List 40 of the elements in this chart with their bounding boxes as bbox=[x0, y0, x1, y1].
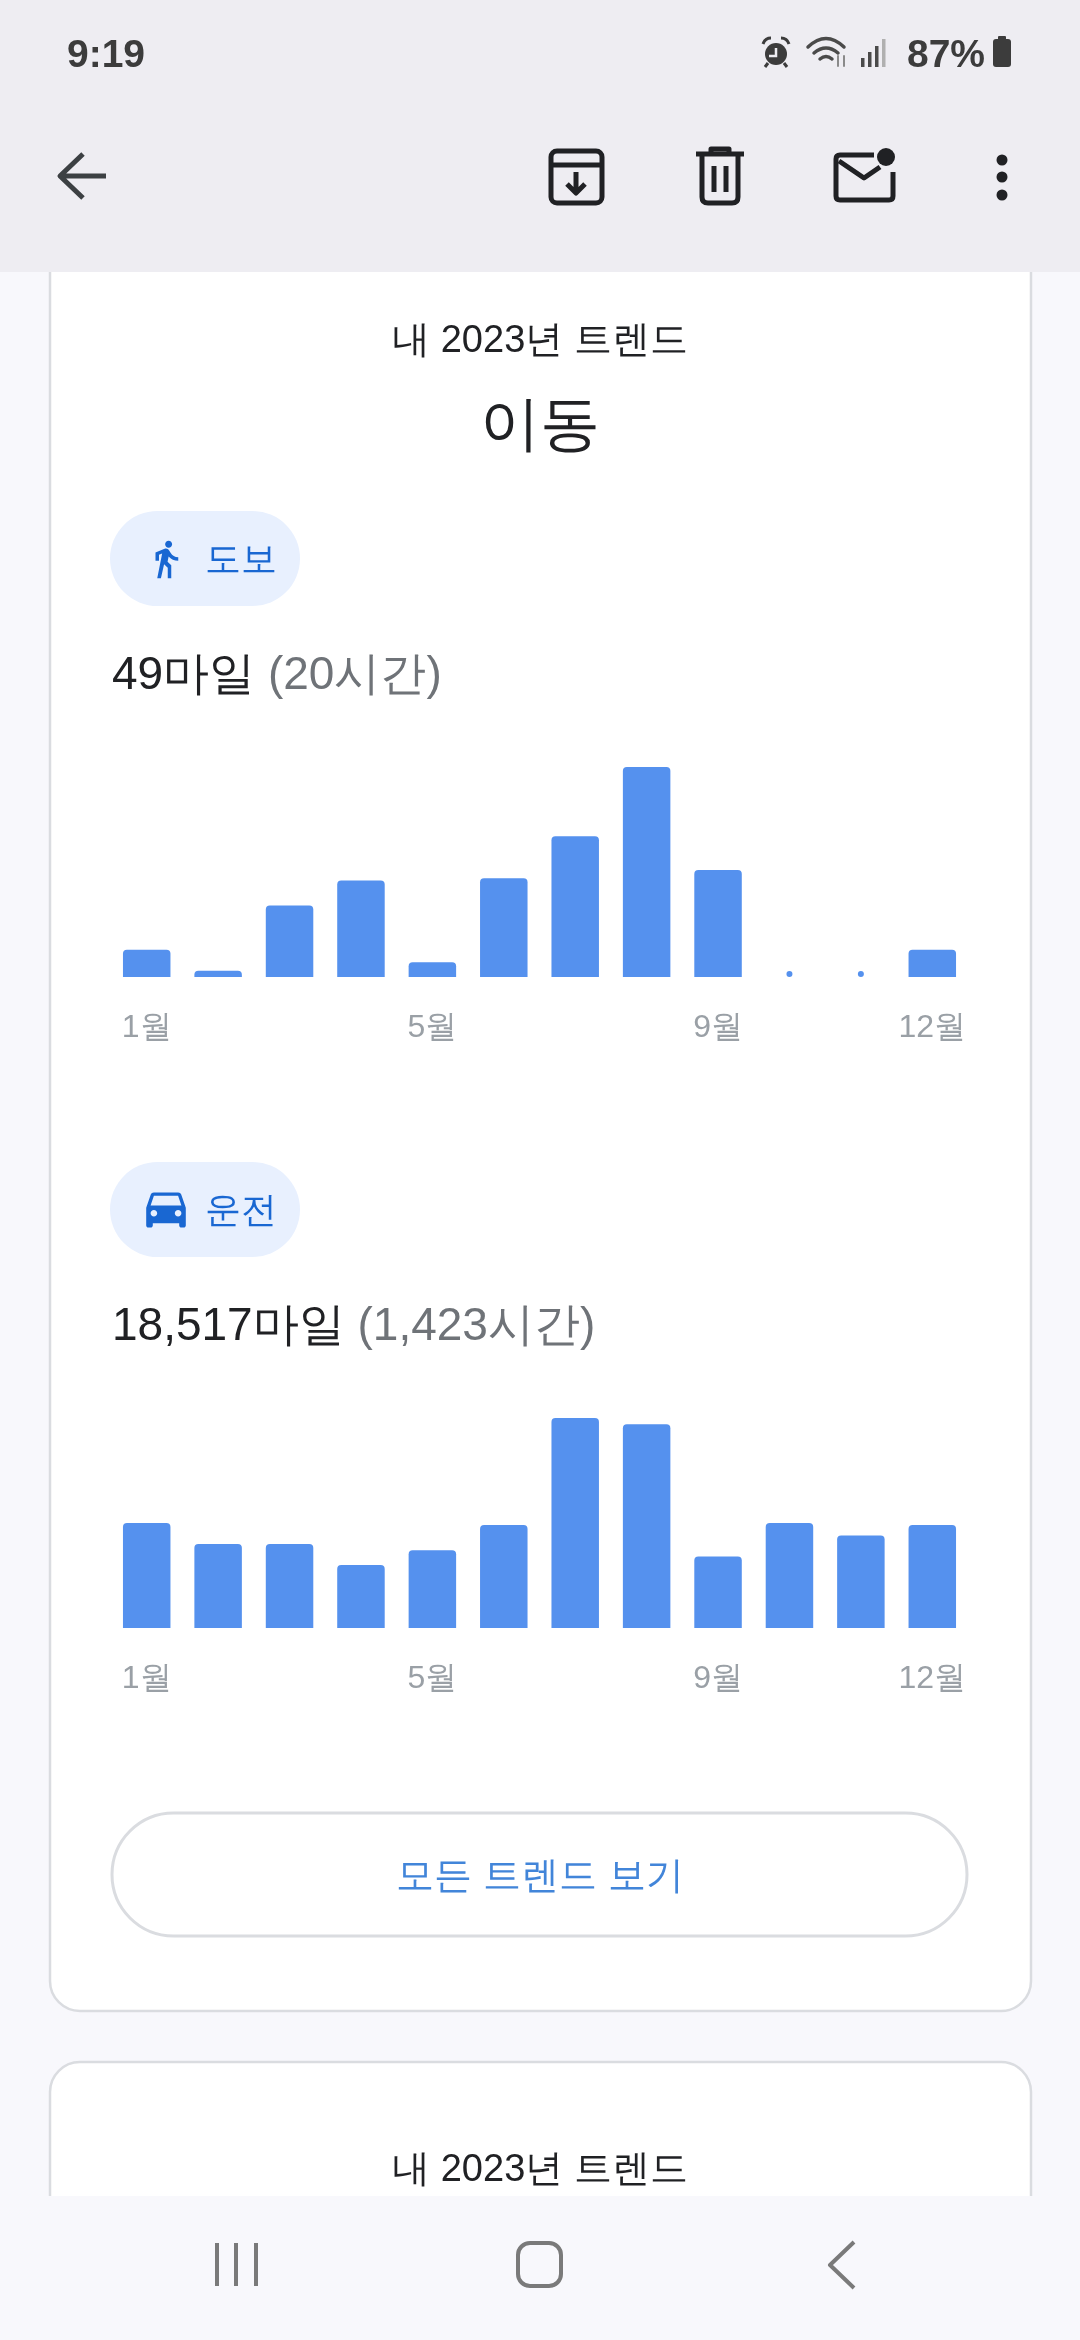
bar bbox=[122, 1523, 171, 1628]
bar bbox=[908, 949, 957, 977]
bar bbox=[480, 1525, 528, 1628]
bar bbox=[551, 836, 599, 977]
x-tick-label: 9월 bbox=[693, 1659, 743, 1695]
bar bbox=[265, 905, 314, 977]
bar bbox=[337, 880, 385, 977]
text: 87% bbox=[906, 32, 985, 75]
chart-subtitle: 18,517마일 (1,423시간) bbox=[112, 1298, 596, 1350]
text: 내 2023년 트렌드 bbox=[392, 318, 688, 360]
x-tick-label: 12월 bbox=[898, 1659, 967, 1695]
x-tick-label: 5월 bbox=[407, 1659, 458, 1695]
bar bbox=[194, 1544, 242, 1628]
chart-title: 도보 bbox=[205, 538, 277, 579]
bar bbox=[265, 1544, 314, 1628]
text: 내 2023년 트렌드 bbox=[392, 2147, 688, 2189]
x-tick-label: 5월 bbox=[407, 1008, 458, 1044]
bar bbox=[408, 1550, 457, 1628]
x-tick-label: 1월 bbox=[121, 1659, 172, 1695]
x-tick-label: 9월 bbox=[693, 1008, 743, 1044]
bar bbox=[908, 1525, 957, 1628]
bar bbox=[694, 1556, 742, 1628]
text: 9:19 bbox=[67, 32, 146, 75]
bar bbox=[480, 878, 528, 977]
bar bbox=[551, 1418, 599, 1628]
bar bbox=[122, 949, 171, 977]
bar bbox=[694, 869, 742, 977]
bar bbox=[622, 767, 671, 977]
bar bbox=[765, 1523, 814, 1628]
bar bbox=[622, 1424, 671, 1628]
text: 모든 트렌드 보기 bbox=[396, 1854, 684, 1896]
bar bbox=[194, 970, 242, 977]
chart-title: 운전 bbox=[205, 1189, 277, 1230]
x-tick-label: 12월 bbox=[898, 1008, 967, 1044]
bar bbox=[408, 962, 457, 977]
x-tick-label: 1월 bbox=[121, 1008, 172, 1044]
bar bbox=[337, 1565, 385, 1628]
text: 이동 bbox=[480, 390, 600, 457]
chart-subtitle: 49마일 (20시간) bbox=[112, 647, 442, 699]
bar bbox=[837, 1535, 885, 1628]
